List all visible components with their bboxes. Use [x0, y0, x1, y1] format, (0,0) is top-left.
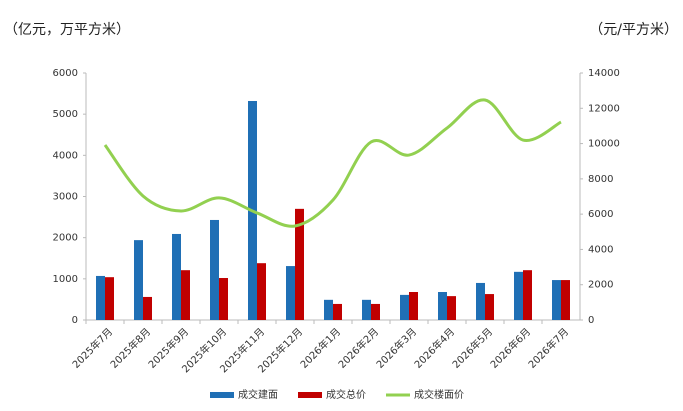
- y2-axis-title: （元/平方米）: [589, 22, 678, 38]
- bar: [362, 299, 371, 320]
- bar: [409, 292, 418, 320]
- bar: [134, 240, 143, 320]
- bar: [295, 208, 304, 320]
- y2-tick-label: 2000: [588, 280, 613, 291]
- bar: [181, 270, 190, 320]
- x-tick-label: 2026年7月: [525, 325, 571, 371]
- legend-label: 成交总价: [326, 388, 366, 401]
- bar: [105, 277, 114, 320]
- bar: [333, 303, 342, 320]
- y-axis-title: （亿元，万平方米）: [4, 22, 130, 38]
- y-tick-label: 0: [72, 315, 78, 326]
- y2-tick-label: 10000: [588, 139, 620, 150]
- line: [103, 98, 562, 228]
- y2-tick-label: 14000: [588, 68, 620, 79]
- bar: [219, 278, 228, 320]
- y-tick-label: 2000: [53, 233, 78, 244]
- y-tick-label: 3000: [53, 192, 78, 203]
- bar: [447, 296, 456, 320]
- y2-tick-label: 4000: [588, 244, 613, 255]
- legend-label: 成交建面: [238, 388, 278, 401]
- legend-swatch: [298, 392, 322, 398]
- legend-label: 成交楼面价: [414, 388, 464, 401]
- y2-tick-label: 8000: [588, 174, 613, 185]
- y-tick-label: 1000: [53, 274, 78, 285]
- bar: [523, 270, 532, 320]
- y2-tick-label: 12000: [588, 103, 620, 114]
- y2-tick-label: 6000: [588, 209, 613, 220]
- bar: [143, 296, 152, 320]
- bar: [552, 280, 561, 320]
- y-tick-label: 4000: [53, 150, 78, 161]
- bar: [561, 280, 570, 320]
- bar: [514, 271, 523, 320]
- bar: [257, 263, 266, 320]
- bar: [438, 292, 447, 320]
- y-tick-label: 5000: [53, 109, 78, 120]
- bar: [371, 303, 380, 320]
- bar: [476, 282, 485, 320]
- bar: [400, 294, 409, 320]
- bar: [286, 266, 295, 320]
- bar: [96, 275, 105, 320]
- bar: [172, 233, 181, 320]
- legend-swatch: [210, 392, 234, 398]
- y2-tick-label: 0: [588, 315, 594, 326]
- y-tick-label: 6000: [53, 68, 78, 79]
- bar: [324, 299, 333, 320]
- bar: [210, 219, 219, 320]
- bar: [485, 294, 494, 320]
